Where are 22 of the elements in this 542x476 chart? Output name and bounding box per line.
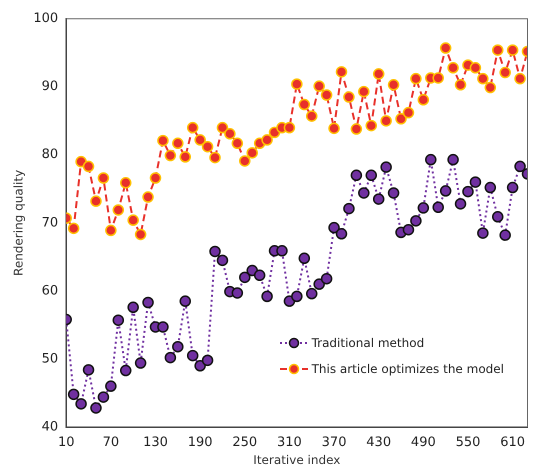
legend-label: This article optimizes the model xyxy=(312,362,504,376)
x-tick-label: 250 xyxy=(232,435,258,450)
y-tick-label: 80 xyxy=(42,147,58,162)
y-tick-label: 90 xyxy=(42,79,58,94)
x-axis-title: Iterative index xyxy=(253,452,340,467)
x-tick-label: 10 xyxy=(58,435,74,450)
x-tick-label: 430 xyxy=(366,435,392,450)
x-tick-label: 550 xyxy=(456,435,480,450)
x-tick-label: 130 xyxy=(143,435,168,450)
x-tick-label: 310 xyxy=(277,435,302,450)
x-tick-label: 70 xyxy=(102,435,120,450)
x-tick-label: 190 xyxy=(188,435,213,450)
x-tick-label: 490 xyxy=(410,435,436,450)
y-tick-label: 100 xyxy=(33,11,58,26)
y-tick-label: 60 xyxy=(42,283,58,298)
y-tick-label: 40 xyxy=(42,419,58,434)
y-tick-label: 50 xyxy=(42,351,58,366)
y-tick-label: 70 xyxy=(42,215,58,230)
y-axis-title: Rendering quality xyxy=(11,170,26,276)
legend-label: Traditional method xyxy=(312,336,424,350)
x-tick-label: 610 xyxy=(500,435,526,450)
x-tick-label: 370 xyxy=(322,435,346,450)
